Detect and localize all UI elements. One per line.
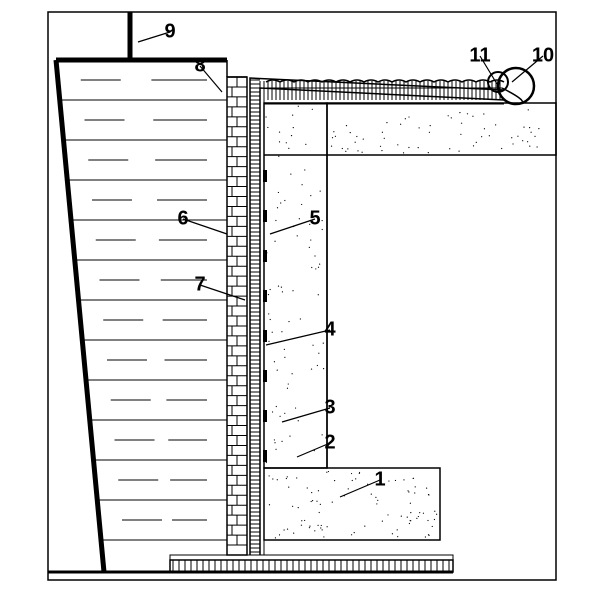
label-11: 11 xyxy=(469,44,490,66)
stipple xyxy=(269,471,438,539)
label-5: 5 xyxy=(309,207,320,229)
stipple xyxy=(331,109,540,153)
mud-slab xyxy=(48,555,453,572)
label-6: 6 xyxy=(177,207,188,229)
stipple xyxy=(265,106,324,463)
label-2: 2 xyxy=(324,431,335,453)
label-3: 3 xyxy=(324,396,335,418)
label-9: 9 xyxy=(164,20,175,42)
diagram-canvas: 1 2 3 4 5 6 7 89 10 11 xyxy=(0,0,605,605)
label-8: 8 xyxy=(194,54,205,76)
label-1: 1 xyxy=(374,468,385,490)
label-10: 10 xyxy=(532,44,554,66)
brick-wall xyxy=(227,77,247,555)
label-4: 4 xyxy=(324,318,336,340)
label-7: 7 xyxy=(194,273,205,295)
concrete xyxy=(264,103,556,540)
